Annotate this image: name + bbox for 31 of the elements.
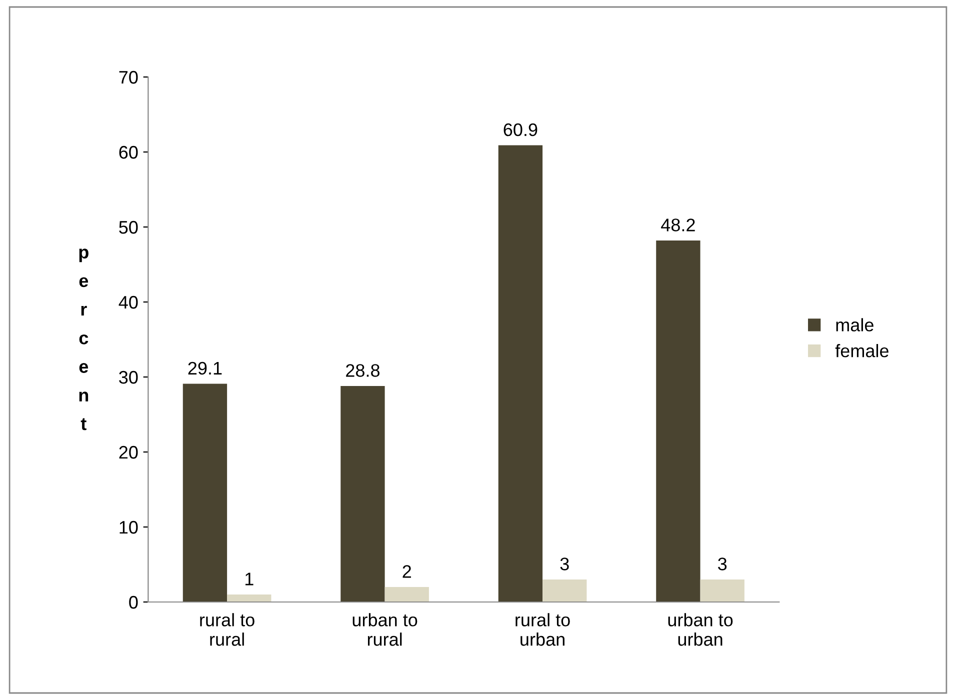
y-tick-label: 50: [119, 220, 138, 234]
y-axis-title: percent: [79, 248, 88, 430]
data-label: 1: [245, 572, 254, 586]
x-tick-label: urban to rural: [352, 613, 418, 646]
data-label: 29.1: [188, 362, 222, 375]
y-tick-label: 60: [119, 146, 138, 159]
data-label: 28.8: [346, 364, 380, 377]
legend-label: male: [836, 318, 874, 332]
x-tick-label: urban to urban: [668, 613, 733, 646]
bar: [384, 587, 429, 602]
data-label: 60.9: [504, 123, 538, 136]
data-label: 3: [560, 558, 569, 570]
y-tick-label: 40: [118, 296, 138, 309]
bar: [542, 580, 587, 602]
bar: [182, 384, 228, 602]
data-label: 3: [718, 558, 727, 570]
y-tick-label: 10: [120, 520, 138, 534]
legend-label: female: [835, 344, 888, 358]
x-tick-label: rural to rural: [200, 613, 254, 646]
y-tick-label: 30: [119, 370, 138, 384]
y-tick-label: 0: [129, 596, 138, 609]
data-label: 48.2: [661, 218, 695, 232]
y-tick-label: 70: [119, 70, 138, 84]
bar: [700, 580, 744, 602]
y-tick-label: 20: [119, 446, 138, 459]
x-tick-label: rural to urban: [516, 613, 570, 646]
bar: [340, 386, 385, 602]
bar: [498, 145, 543, 602]
data-label: 2: [402, 565, 411, 578]
bar: [227, 594, 272, 602]
bar: [656, 240, 700, 602]
